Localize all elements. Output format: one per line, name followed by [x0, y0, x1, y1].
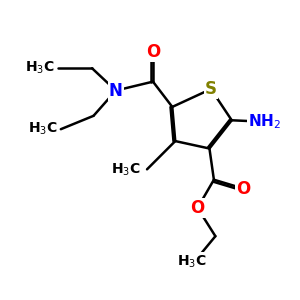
Text: O: O	[236, 180, 251, 198]
Text: H$_3$C: H$_3$C	[28, 121, 58, 137]
Text: H$_3$C: H$_3$C	[177, 253, 206, 270]
Text: O: O	[190, 199, 205, 217]
Text: H$_3$C: H$_3$C	[111, 161, 141, 178]
Text: H$_3$C: H$_3$C	[25, 60, 55, 76]
Text: O: O	[146, 43, 160, 61]
Text: S: S	[205, 80, 217, 98]
Text: NH$_2$: NH$_2$	[248, 112, 281, 131]
Text: N: N	[109, 82, 123, 100]
